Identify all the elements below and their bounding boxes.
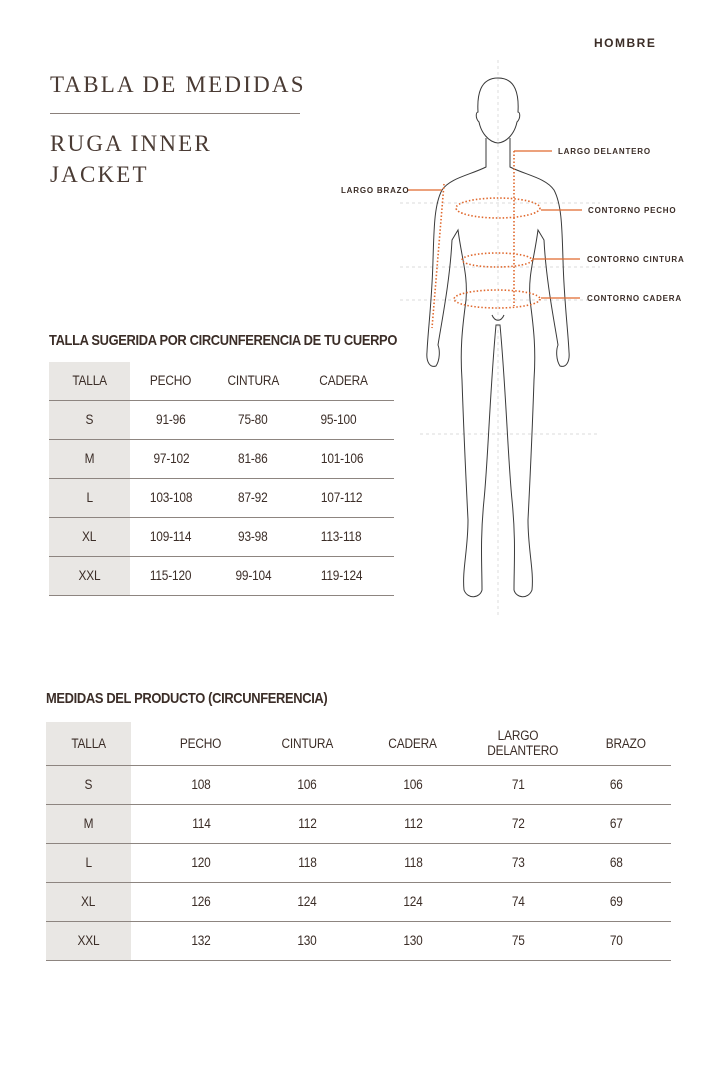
column-header: LARGO DELANTERO	[483, 722, 558, 766]
column-header: CINTURA	[212, 362, 294, 401]
column-header: BRAZO	[553, 722, 671, 766]
column-header: PECHO	[130, 362, 212, 401]
table-row: L 103-108 87-92 107-112	[49, 478, 394, 518]
page-title: TABLA DE MEDIDAS	[50, 72, 306, 97]
size-cell: M	[46, 804, 131, 844]
value-cell: 91-96	[130, 400, 212, 440]
label-largo-brazo: LARGO BRAZO	[341, 186, 410, 195]
value-cell: 132	[131, 921, 271, 961]
value-cell: 113-118	[294, 517, 394, 557]
table-row: L 120 118 118 73 68	[46, 843, 671, 883]
product-name-line1: RUGA INNER	[50, 131, 212, 156]
value-cell: 73	[483, 843, 553, 883]
value-cell: 126	[131, 882, 271, 922]
value-cell: 75-80	[212, 400, 294, 440]
value-cell: 107-112	[294, 478, 394, 518]
value-cell: 93-98	[212, 517, 294, 557]
column-header: CADERA	[343, 722, 483, 766]
table-row: XXL 115-120 99-104 119-124	[49, 556, 394, 596]
gender-label: HOMBRE	[594, 36, 657, 50]
body-size-table: TALLA PECHO CINTURA CADERA S 91-96 75-80 95…	[49, 362, 394, 596]
label-contorno-cintura: CONTORNO CINTURA	[587, 255, 685, 264]
value-cell: 130	[271, 921, 343, 961]
value-cell: 95-100	[294, 400, 394, 440]
table-row: XL 109-114 93-98 113-118	[49, 517, 394, 557]
value-cell: 103-108	[130, 478, 212, 518]
value-cell: 106	[271, 765, 343, 805]
value-cell: 114	[131, 804, 271, 844]
value-cell: 87-92	[212, 478, 294, 518]
label-contorno-cadera: CONTORNO CADERA	[587, 294, 682, 303]
size-cell: L	[49, 478, 130, 518]
value-cell: 70	[553, 921, 671, 961]
value-cell: 72	[483, 804, 553, 844]
table-row: XXL 132 130 130 75 70	[46, 921, 671, 961]
table-row: M 114 112 112 72 67	[46, 804, 671, 844]
value-cell: 124	[343, 882, 483, 922]
value-cell: 75	[483, 921, 553, 961]
value-cell: 101-106	[294, 439, 394, 479]
size-cell: XL	[46, 882, 131, 922]
value-cell: 67	[553, 804, 671, 844]
value-cell: 130	[343, 921, 483, 961]
value-cell: 66	[553, 765, 671, 805]
value-cell: 115-120	[130, 556, 212, 596]
size-cell: XL	[49, 517, 130, 557]
value-cell: 68	[553, 843, 671, 883]
product-size-table: TALLA PECHO CINTURA CADERA LARGO DELANTE…	[46, 722, 671, 961]
value-cell: 109-114	[130, 517, 212, 557]
body-figure	[400, 60, 600, 615]
value-cell: 118	[343, 843, 483, 883]
table-row: S 108 106 106 71 66	[46, 765, 671, 805]
value-cell: 124	[271, 882, 343, 922]
value-cell: 120	[131, 843, 271, 883]
size-cell: XXL	[49, 556, 130, 596]
column-header: CADERA	[294, 362, 394, 401]
product-name-line2: JACKET	[50, 162, 149, 187]
column-header: TALLA	[49, 362, 130, 401]
table-header-row: TALLA PECHO CINTURA CADERA LARGO DELANTE…	[46, 722, 671, 766]
product-table-heading: MEDIDAS DEL PRODUCTO (CIRCUNFERENCIA)	[46, 690, 328, 707]
table-row: M 97-102 81-86 101-106	[49, 439, 394, 479]
table-row: S 91-96 75-80 95-100	[49, 400, 394, 440]
value-cell: 74	[483, 882, 553, 922]
label-largo-delantero: LARGO DELANTERO	[558, 147, 651, 156]
value-cell: 99-104	[212, 556, 294, 596]
value-cell: 119-124	[294, 556, 394, 596]
size-cell: S	[46, 765, 131, 805]
size-cell: XXL	[46, 921, 131, 961]
size-cell: L	[46, 843, 131, 883]
value-cell: 112	[343, 804, 483, 844]
size-cell: S	[49, 400, 130, 440]
table-header-row: TALLA PECHO CINTURA CADERA	[49, 362, 394, 401]
value-cell: 69	[553, 882, 671, 922]
size-cell: M	[49, 439, 130, 479]
value-cell: 118	[271, 843, 343, 883]
value-cell: 81-86	[212, 439, 294, 479]
title-divider	[50, 113, 300, 114]
column-header: TALLA	[46, 722, 131, 766]
value-cell: 106	[343, 765, 483, 805]
value-cell: 97-102	[130, 439, 212, 479]
table-row: XL 126 124 124 74 69	[46, 882, 671, 922]
column-header: CINTURA	[271, 722, 343, 766]
value-cell: 108	[131, 765, 271, 805]
value-cell: 71	[483, 765, 553, 805]
value-cell: 112	[271, 804, 343, 844]
column-header: PECHO	[131, 722, 271, 766]
body-table-heading: TALLA SUGERIDA POR CIRCUNFERENCIA DE TU …	[49, 332, 398, 349]
product-name: RUGA INNER JACKET	[50, 128, 212, 190]
label-contorno-pecho: CONTORNO PECHO	[588, 206, 677, 215]
